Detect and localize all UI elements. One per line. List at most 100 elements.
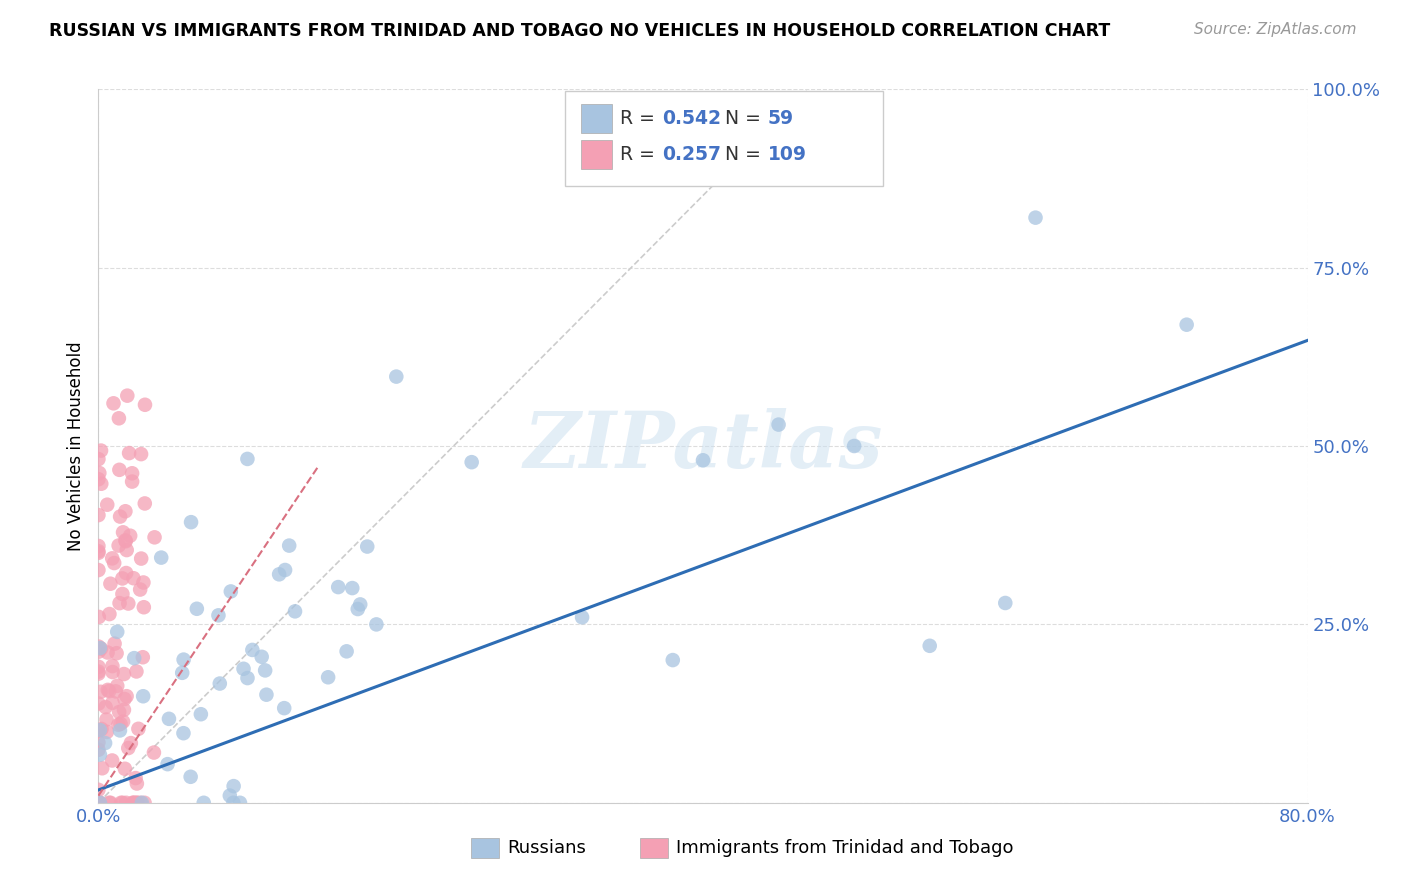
Point	[125, 776, 148, 790]
Point	[692, 453, 714, 467]
Point	[129, 796, 152, 810]
Point	[236, 671, 259, 685]
Point	[132, 650, 155, 665]
Point	[105, 646, 128, 660]
Point	[385, 369, 408, 384]
Text: N =: N =	[725, 145, 768, 164]
Point	[111, 571, 134, 585]
Point	[87, 796, 110, 810]
Point	[104, 684, 127, 698]
Point	[112, 703, 135, 717]
Point	[342, 581, 364, 595]
Point	[222, 796, 245, 810]
Point	[460, 455, 482, 469]
Point	[117, 389, 139, 403]
Point	[100, 576, 122, 591]
Point	[172, 726, 194, 740]
Point	[134, 398, 156, 412]
Point	[157, 712, 180, 726]
Point	[89, 796, 111, 810]
Point	[87, 610, 110, 624]
Point	[186, 601, 208, 615]
Point	[118, 446, 141, 460]
Point	[994, 596, 1017, 610]
Point	[284, 604, 307, 618]
Point	[124, 771, 146, 785]
Point	[108, 411, 131, 425]
Point	[269, 567, 291, 582]
Point	[87, 539, 110, 553]
Point	[89, 466, 111, 480]
Point	[103, 396, 125, 410]
Text: 0.257: 0.257	[662, 145, 721, 164]
Point	[89, 685, 111, 699]
Point	[336, 644, 359, 658]
Point	[172, 665, 194, 680]
Point	[101, 551, 124, 566]
Text: ZIPatlas: ZIPatlas	[523, 408, 883, 484]
Text: 0.542: 0.542	[662, 109, 721, 128]
Point	[115, 796, 138, 810]
Point	[117, 741, 139, 756]
Point	[101, 665, 124, 679]
Text: RUSSIAN VS IMMIGRANTS FROM TRINIDAD AND TOBAGO NO VEHICLES IN HOUSEHOLD CORRELAT: RUSSIAN VS IMMIGRANTS FROM TRINIDAD AND …	[49, 22, 1111, 40]
Point	[349, 598, 371, 612]
Point	[111, 587, 134, 601]
Point	[132, 690, 155, 704]
Point	[107, 539, 129, 553]
Point	[134, 496, 156, 510]
Point	[115, 566, 138, 580]
Point	[108, 723, 131, 738]
Point	[193, 796, 215, 810]
Point	[356, 540, 378, 554]
Point	[150, 550, 173, 565]
Point	[366, 617, 388, 632]
Point	[180, 515, 202, 529]
Point	[122, 796, 145, 810]
Point	[240, 643, 263, 657]
Point	[87, 796, 110, 810]
Point	[87, 472, 110, 486]
Point	[103, 556, 125, 570]
Point	[131, 796, 153, 810]
Text: Source: ZipAtlas.com: Source: ZipAtlas.com	[1194, 22, 1357, 37]
Point	[142, 746, 165, 760]
Point	[96, 713, 118, 727]
Point	[108, 705, 131, 719]
Point	[89, 723, 111, 737]
Text: Russians: Russians	[508, 839, 586, 857]
Point	[91, 761, 114, 775]
Point	[232, 662, 254, 676]
Point	[89, 641, 111, 656]
Point	[112, 525, 135, 540]
Point	[89, 796, 111, 810]
Point	[129, 447, 152, 461]
Point	[87, 508, 110, 522]
Point	[125, 796, 148, 810]
Point	[219, 584, 242, 599]
Point	[254, 664, 277, 678]
Point	[87, 743, 110, 757]
Point	[105, 624, 128, 639]
Point	[122, 571, 145, 585]
Text: N =: N =	[725, 109, 768, 128]
Point	[274, 563, 297, 577]
Point	[229, 796, 252, 810]
Point	[94, 700, 117, 714]
Point	[121, 796, 143, 810]
Point	[96, 498, 118, 512]
Point	[98, 684, 121, 698]
Point	[127, 796, 149, 810]
Point	[844, 439, 866, 453]
Point	[328, 580, 350, 594]
Point	[125, 665, 148, 679]
Point	[107, 717, 129, 731]
Point	[97, 646, 120, 660]
Text: Immigrants from Trinidad and Tobago: Immigrants from Trinidad and Tobago	[676, 839, 1014, 857]
Point	[273, 701, 295, 715]
Point	[110, 796, 132, 810]
Point	[346, 602, 368, 616]
Point	[254, 688, 277, 702]
Point	[121, 467, 143, 481]
Point	[87, 723, 110, 738]
